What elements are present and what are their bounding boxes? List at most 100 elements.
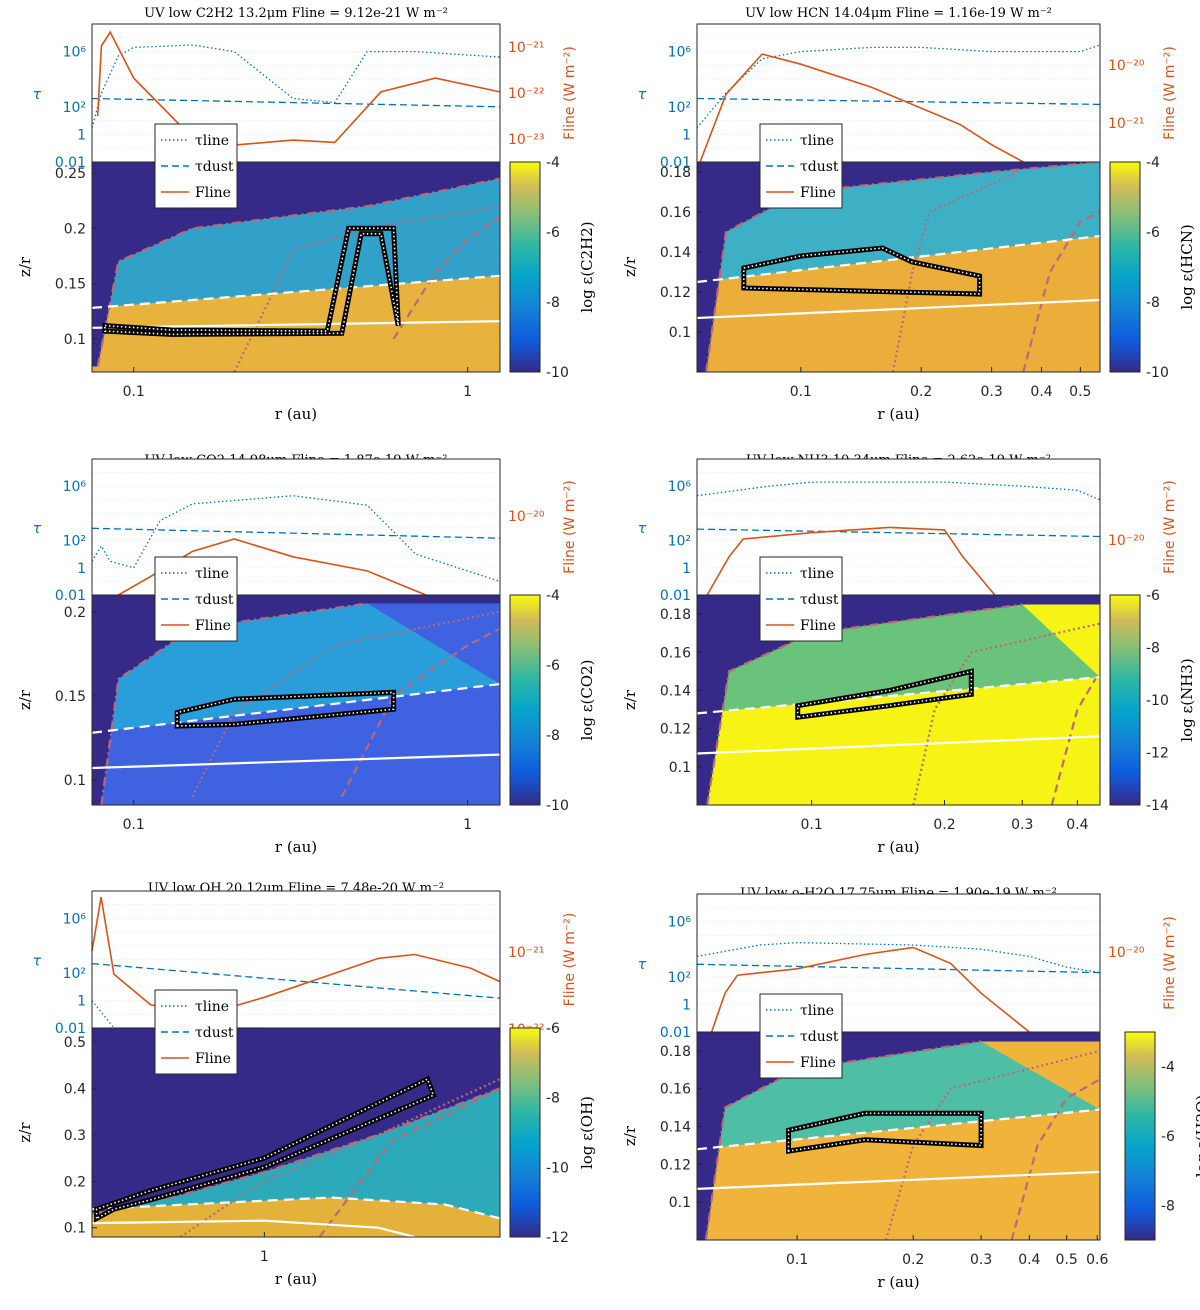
tau-tick-label: 0.01: [55, 155, 86, 171]
colorbar-tick-label: -10: [1146, 365, 1169, 381]
tau-dust-series: [91, 527, 501, 539]
y-tick-label: 0.18: [660, 607, 691, 623]
colorbar-tick-label: -8: [1146, 641, 1160, 657]
emitting-region-box-dots: [104, 227, 400, 336]
tau-tick-label: 0.01: [660, 155, 691, 171]
tau-tick-label: 10²: [63, 100, 86, 116]
y-tick-label: 0.1: [669, 325, 691, 341]
colorbar-tick-label: -8: [1146, 295, 1160, 311]
colorbar: [509, 161, 541, 373]
abundance-upper-layer: [697, 162, 1100, 372]
x-tick-label: 0.5: [1056, 1252, 1078, 1268]
y-tick-label: 0.1: [64, 1221, 86, 1237]
flux-tick-label: 10⁻²³: [508, 132, 544, 148]
colorbar-tick-label: -12: [1146, 746, 1169, 762]
tau-tick-label: 0.01: [55, 588, 86, 604]
contour-dashed: [392, 216, 501, 340]
x-axis-label: r (au): [877, 1273, 919, 1291]
tau-line-series: [91, 495, 501, 583]
legend-label: τdust: [195, 1025, 234, 1041]
abundance-axes-frame: [696, 1031, 1101, 1241]
abundance-middle-layer: [92, 178, 500, 367]
colorbar-tick-label: -6: [546, 225, 560, 241]
x-tick-label: 1: [463, 384, 472, 400]
legend-label: Fline: [800, 1055, 836, 1071]
tau-axis-label: τ: [638, 521, 647, 537]
colorbar-tick-label: -4: [1161, 1060, 1175, 1076]
colorbar-tick-label: -6: [1146, 588, 1160, 604]
contour-dotted: [891, 170, 1019, 373]
legend-label: Fline: [195, 618, 231, 634]
y-tick-label: 0.4: [64, 1081, 86, 1097]
x-tick-label: 0.2: [933, 817, 955, 833]
colorbar: [509, 594, 541, 806]
emitting-region-box-dots: [787, 1112, 982, 1153]
colorbar-tick-label: -8: [1161, 1198, 1175, 1214]
tau-axis-label: τ: [33, 521, 42, 537]
legend: τline τdust Fline: [759, 993, 843, 1079]
legend-label: Fline: [800, 185, 836, 201]
legend-label: τline: [800, 566, 834, 582]
colorbar-tick-label: -6: [1146, 225, 1160, 241]
legend-label: Fline: [800, 618, 836, 634]
colorbar-label: log ε(NH3): [1178, 658, 1196, 741]
colorbar-tick-label: -8: [546, 295, 560, 311]
tau-tick-label: 1: [77, 561, 86, 577]
colorbar-tick-label: -10: [1146, 693, 1169, 709]
y-tick-label: 0.16: [660, 205, 691, 221]
y-tick-label: 0.14: [660, 245, 691, 261]
contour-dashdot: [96, 177, 501, 367]
legend-label: τline: [195, 566, 229, 582]
abundance-middle-layer: [697, 162, 1100, 372]
tau-tick-label: 1: [77, 127, 86, 143]
white-solid-line: [91, 1219, 416, 1239]
tau-tick-label: 10⁶: [63, 45, 87, 61]
emitting-region-box-dots: [176, 691, 395, 727]
legend-label: Fline: [195, 185, 231, 201]
y-tick-label: 0.15: [55, 689, 86, 705]
x-tick-label: 0.4: [1066, 817, 1088, 833]
flux-series: [699, 53, 1024, 163]
x-tick-label: 0.3: [970, 1252, 992, 1268]
flux-tick-label: 10⁻²¹: [508, 945, 544, 961]
y-axis-label: z/r: [16, 689, 34, 710]
tau-tick-label: 1: [682, 127, 691, 143]
colorbar-label: log ε(OH): [578, 1096, 596, 1169]
colorbar-tick-label: -4: [1146, 155, 1160, 171]
x-tick-label: 0.4: [1018, 1252, 1040, 1268]
colorbar-tick-label: -8: [546, 1091, 560, 1107]
abundance-upper-layer: [697, 1032, 1100, 1240]
contour-dashed: [1050, 670, 1101, 806]
flux-tick-label: 10⁻²⁰: [1108, 533, 1145, 549]
flux-axis-label: Fline (W m⁻²): [562, 480, 578, 574]
white-dashed-line: [91, 274, 501, 309]
legend: τline τdust Fline: [154, 123, 238, 209]
flux-tick-label: 10⁻²⁰: [1108, 945, 1145, 961]
contour-dashed: [1022, 211, 1101, 373]
x-axis-label: r (au): [275, 405, 317, 423]
panel-title: UV low C2H2 13.2μm Fline = 9.12e-21 W m⁻…: [144, 6, 448, 21]
legend: τline τdust Fline: [759, 123, 843, 209]
x-tick-label: 1: [260, 1249, 269, 1265]
legend-label: τdust: [800, 1029, 839, 1045]
abundance-axes-frame: [696, 161, 1101, 373]
colorbar-tick-label: -6: [1161, 1129, 1175, 1145]
y-tick-label: 0.1: [64, 773, 86, 789]
y-tick-label: 0.1: [669, 760, 691, 776]
tau-dust-series: [696, 963, 1101, 974]
legend: τline τdust Fline: [759, 556, 843, 642]
abundance-middle-layer: [92, 603, 500, 805]
tau-tick-label: 10²: [668, 534, 691, 550]
contour-dotted: [233, 205, 501, 373]
colorbar-tick-label: -10: [546, 365, 569, 381]
y-tick-label: 0.1: [669, 1195, 691, 1211]
x-tick-label: 0.3: [1011, 817, 1033, 833]
tau-dust-series: [91, 97, 501, 108]
contour-dotted: [191, 610, 501, 798]
abundance-upper-layer: [697, 595, 1100, 805]
colorbar: [1109, 594, 1141, 806]
flux-tick-label: 10⁻²⁰: [508, 509, 545, 525]
white-solid-line: [696, 298, 1101, 320]
tau-dust-series: [696, 97, 1101, 106]
white-solid-line: [696, 1170, 1101, 1190]
